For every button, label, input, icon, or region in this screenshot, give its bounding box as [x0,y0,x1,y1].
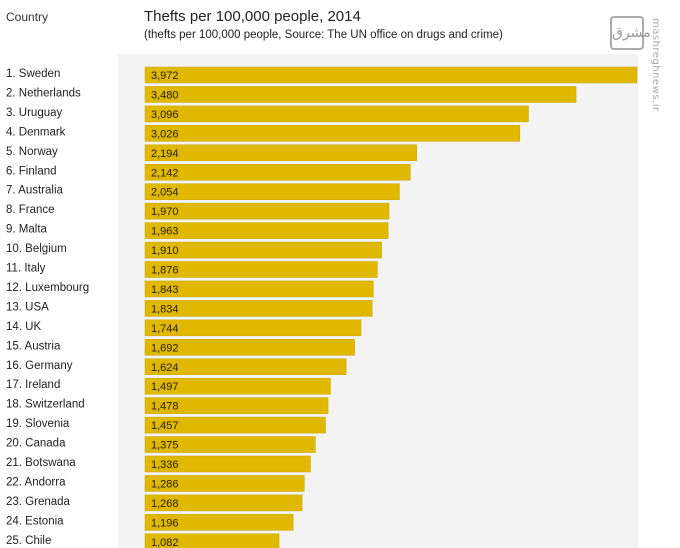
bar-value-label: 1,843 [151,284,179,296]
category-label: 2. Netherlands [6,87,81,99]
bar-value-label: 1,196 [151,517,179,529]
bar [144,125,521,142]
bar [144,475,305,492]
bar-value-label: 1,457 [151,420,179,432]
bar [144,66,638,84]
bar-value-label: 1,478 [151,401,179,413]
category-label: 9. Malta [6,224,48,236]
bar-value-label: 1,082 [151,537,179,548]
bar-value-label: 1,286 [151,478,179,490]
bar [144,241,382,259]
category-label: 13. USA [6,301,49,313]
category-label: 6. Finland [6,165,57,177]
bar-value-label: 2,054 [151,187,179,199]
bar [144,416,326,434]
bar-value-label: 1,497 [151,381,179,393]
category-label: 19. Slovenia [6,418,70,430]
country-column-header: Country [6,10,49,24]
category-label: 8. France [6,204,55,216]
category-label: 4. Denmark [6,126,66,138]
category-label: 21. Botswana [6,457,76,469]
bar [144,300,373,317]
bar [144,339,355,356]
watermark-logo-icon: مشرق [610,16,651,50]
bar [144,183,400,200]
chart-title: Thefts per 100,000 people, 2014 [144,8,361,25]
bar-value-label: 1,268 [151,498,179,510]
bar-value-label: 1,336 [151,459,179,471]
category-label: 7. Australia [6,185,63,197]
bar [144,533,280,548]
bar [144,494,303,512]
category-label: 10. Belgium [6,243,67,255]
category-label: 18. Switzerland [6,399,85,411]
category-label: 3. Uruguay [6,107,63,119]
bar-value-label: 3,026 [151,128,179,140]
category-label: 1. Sweden [6,68,60,80]
category-label: 16. Germany [6,360,73,372]
bar [144,105,529,123]
bar-value-label: 1,876 [151,265,179,277]
category-label: 5. Norway [6,146,58,158]
bar [144,86,577,103]
bar [144,397,329,414]
bar [144,358,347,375]
bar-value-label: 1,910 [151,245,179,257]
watermark: مشرق mashreghnews.ir [606,12,668,124]
category-label: 17. Ireland [6,379,60,391]
bar-value-label: 1,744 [151,323,179,335]
bar-value-label: 3,096 [151,109,179,121]
bar-value-label: 1,963 [151,226,179,238]
bar [144,377,331,395]
category-label: 15. Austria [6,340,61,352]
bar [144,164,411,181]
bar [144,144,418,162]
bar-value-label: 2,194 [151,148,179,160]
category-label: 25. Chile [6,535,51,547]
category-label: 12. Luxembourg [6,282,89,294]
category-label: 22. Andorra [6,476,66,488]
bar [144,514,294,531]
bar [144,280,374,298]
bar [144,261,378,278]
chart-subtitle: (thefts per 100,000 people, Source: The … [144,29,503,41]
bar [144,455,311,473]
category-label: 14. UK [6,321,41,333]
category-label: 11. Italy [6,263,46,275]
bar [144,436,316,453]
bar-value-label: 3,480 [151,89,179,101]
category-label: 24. Estonia [6,515,64,527]
bar [144,222,389,239]
watermark-text: mashreghnews.ir [650,18,661,112]
bar-value-label: 1,834 [151,303,179,315]
bar-value-label: 1,692 [151,342,179,354]
bar-value-label: 1,375 [151,440,179,452]
category-label: 20. Canada [6,438,66,450]
bar-value-label: 1,970 [151,206,179,218]
bar-value-label: 1,624 [151,362,179,374]
category-label: 23. Grenada [6,496,71,508]
bar [144,202,390,220]
bar [144,319,362,337]
bar-value-label: 2,142 [151,167,179,179]
bar-value-label: 3,972 [151,70,179,82]
